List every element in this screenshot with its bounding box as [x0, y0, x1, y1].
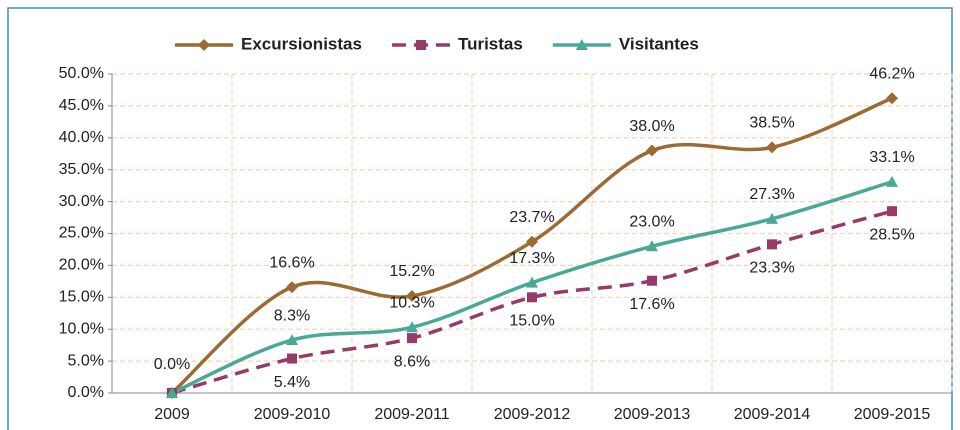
marker — [887, 206, 897, 217]
y-tick-label: 5.0% — [68, 352, 104, 369]
marker — [767, 239, 777, 250]
marker — [575, 39, 588, 50]
marker — [407, 333, 417, 344]
y-tick-label: 0.0% — [68, 384, 104, 401]
data-label: 23.7% — [509, 209, 554, 226]
data-label: 17.3% — [509, 250, 554, 267]
marker — [198, 39, 210, 51]
data-label: 46.2% — [869, 65, 914, 82]
y-tick-label: 15.0% — [59, 289, 104, 306]
y-tick-label: 10.0% — [59, 320, 104, 337]
data-label: 8.3% — [274, 307, 310, 324]
data-label: 23.0% — [629, 213, 674, 230]
x-tick-label: 2009-2015 — [854, 406, 931, 423]
marker — [406, 290, 418, 303]
marker — [526, 235, 538, 248]
legend-label: Excursionistas — [241, 34, 362, 53]
x-tick-label: 2009-2010 — [254, 406, 331, 423]
x-tick-label: 2009-2013 — [614, 406, 691, 423]
data-label: 27.3% — [749, 186, 794, 203]
marker — [886, 175, 898, 187]
y-tick-label: 20.0% — [59, 257, 104, 274]
data-label: 38.0% — [629, 118, 674, 135]
data-label: 15.0% — [509, 313, 554, 330]
y-tick-label: 40.0% — [59, 129, 104, 146]
data-label: 15.2% — [389, 263, 434, 280]
marker — [527, 292, 537, 303]
data-label: 23.3% — [749, 260, 794, 277]
data-label: 33.1% — [869, 149, 914, 166]
data-label: 16.6% — [269, 254, 314, 271]
legend-label: Visitantes — [619, 34, 699, 53]
legend: Excursionistas Turistas Visitantes — [175, 34, 699, 53]
marker — [415, 40, 426, 50]
marker — [406, 321, 418, 333]
y-tick-label: 30.0% — [59, 193, 104, 210]
marker — [166, 387, 178, 398]
x-tick-label: 2009-2011 — [374, 406, 449, 423]
data-label: 0.0% — [154, 356, 190, 373]
marker — [286, 334, 298, 346]
data-label: 38.5% — [749, 115, 794, 132]
marker — [766, 212, 778, 224]
y-tick-label: 45.0% — [59, 97, 104, 114]
marker — [766, 141, 778, 154]
data-label: 5.4% — [274, 374, 310, 391]
marker — [286, 281, 298, 294]
data-label: 28.5% — [869, 226, 914, 243]
x-tick-label: 2009-2012 — [494, 406, 571, 423]
frame — [7, 7, 953, 430]
data-label: 10.3% — [389, 295, 434, 312]
marker — [287, 353, 297, 364]
marker — [526, 276, 538, 288]
y-tick-label: 35.0% — [59, 161, 104, 178]
y-tick-label: 25.0% — [59, 225, 104, 242]
marker — [647, 275, 657, 286]
marker — [646, 144, 658, 157]
marker — [886, 92, 898, 105]
legend-label: Turistas — [458, 34, 523, 53]
x-tick-label: 2009-2014 — [734, 406, 811, 423]
x-tick-label: 2009 — [154, 406, 190, 423]
marker — [646, 240, 658, 252]
y-tick-label: 50.0% — [59, 65, 104, 82]
data-label: 17.6% — [629, 296, 674, 313]
data-label: 8.6% — [394, 353, 430, 370]
